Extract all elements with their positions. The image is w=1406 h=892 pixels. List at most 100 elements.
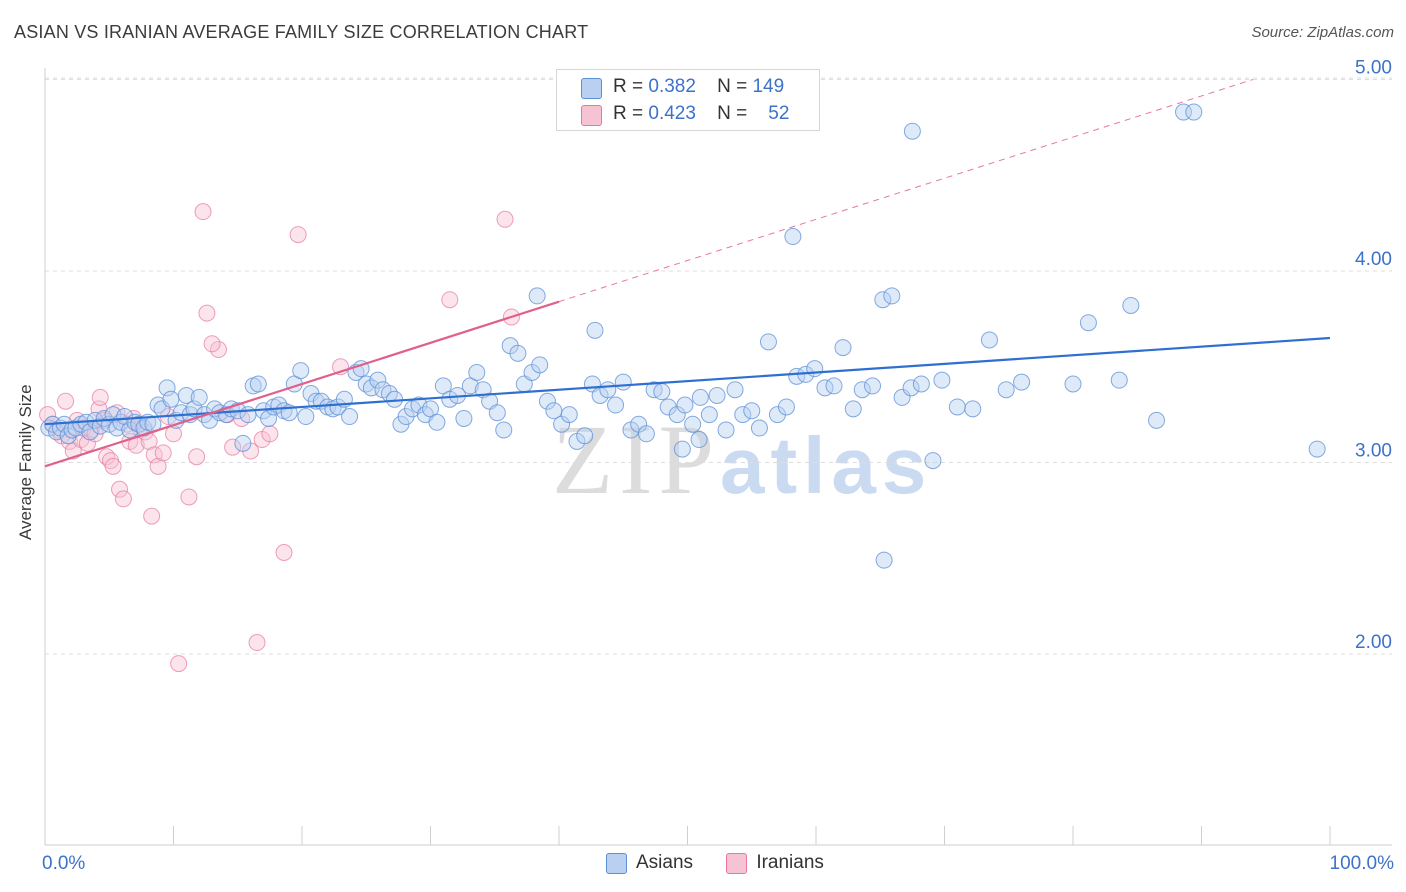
legend-item-asians[interactable]: Asians	[606, 852, 693, 874]
asians-point	[158, 379, 176, 397]
iranians-point	[194, 203, 212, 221]
asians-point	[853, 381, 871, 399]
asians-point	[964, 400, 982, 418]
asians-point	[297, 408, 315, 426]
x-tick-label: 0.0%	[42, 853, 85, 874]
iranians-point	[275, 544, 293, 562]
asians-point	[653, 383, 671, 401]
asians-point	[708, 386, 726, 404]
chart-title: ASIAN VS IRANIAN AVERAGE FAMILY SIZE COR…	[14, 22, 589, 42]
asians-point	[893, 388, 911, 406]
asians-point	[1013, 373, 1031, 391]
asians-point	[495, 421, 513, 439]
asians-point	[1122, 296, 1140, 314]
asians-point	[806, 360, 824, 378]
asians-points	[40, 103, 1326, 569]
asians-point	[1308, 440, 1326, 458]
asians-r-label: R =	[613, 76, 644, 97]
iranians-n-label: N =	[717, 103, 748, 124]
asians-point	[509, 344, 527, 362]
asians-point	[933, 371, 951, 389]
iranians-point	[188, 448, 206, 466]
iranians-point	[261, 425, 279, 443]
iranians-point	[248, 634, 266, 652]
asians-point	[1079, 314, 1097, 332]
x-tick-label: 100.0%	[1330, 853, 1395, 874]
source-label: Source: ZipAtlas.com	[1251, 24, 1394, 41]
asians-point	[673, 440, 691, 458]
series-legend: Asians Iranians	[606, 852, 852, 874]
asians-n-label: N =	[717, 76, 748, 97]
asians-point	[902, 379, 920, 397]
iranians-n-value: 52	[768, 103, 790, 124]
asians-point	[726, 381, 744, 399]
asians-point	[825, 377, 843, 395]
y-tick-label: 3.00	[1355, 441, 1392, 462]
iranians-point	[170, 655, 188, 673]
asians-point	[676, 396, 694, 414]
asians-point	[528, 287, 546, 305]
asians-point	[190, 388, 208, 406]
iranians-point	[441, 291, 459, 309]
asians-point	[239, 406, 257, 424]
correlation-legend: R = 0.382 N = 149 R = 0.423 N = 52	[556, 69, 820, 131]
asians-point	[162, 390, 180, 408]
asians-point	[531, 356, 549, 374]
asians-point	[576, 427, 594, 445]
asians-point	[1064, 375, 1082, 393]
asians-point	[1185, 103, 1203, 121]
asians-point	[249, 375, 267, 393]
asians-point	[759, 333, 777, 351]
gridlines	[45, 77, 1392, 655]
iranians-trendline-extension	[558, 79, 1254, 303]
asians-point	[1148, 411, 1166, 429]
iranians-legend-swatch	[726, 853, 748, 874]
asians-r-value: 0.382	[648, 76, 696, 97]
iranians-point	[104, 457, 122, 475]
asians-legend-label: Asians	[636, 852, 694, 873]
asians-point	[1110, 371, 1128, 389]
iranians-point	[496, 210, 514, 228]
asians-point	[980, 331, 998, 349]
iranians-point	[203, 335, 221, 353]
asians-point	[864, 377, 882, 395]
y-tick-label: 5.00	[1355, 58, 1392, 79]
asians-point	[455, 409, 473, 427]
asians-swatch	[581, 78, 602, 99]
trendlines	[44, 79, 1331, 468]
asians-point	[690, 431, 708, 449]
tick-labels: 2.00 3.00 4.00 5.00 0.0% 100.0%	[42, 58, 1394, 875]
asians-point	[784, 228, 802, 246]
asians-point	[844, 400, 862, 418]
asians-point	[743, 402, 761, 420]
asians-point	[560, 406, 578, 424]
iranians-r-value: 0.423	[648, 103, 696, 124]
y-tick-label: 2.00	[1355, 632, 1392, 653]
asians-point	[834, 339, 852, 357]
asians-point	[428, 413, 446, 431]
iranians-point	[111, 480, 129, 498]
iranians-point	[198, 304, 216, 322]
iranians-point	[57, 392, 75, 410]
iranians-point	[289, 226, 307, 244]
asians-point	[607, 396, 625, 414]
legend-item-iranians[interactable]: Iranians	[726, 852, 824, 874]
asians-point	[1175, 103, 1193, 121]
asians-point	[468, 363, 486, 381]
asians-point	[586, 321, 604, 339]
iranians-point	[114, 490, 132, 508]
y-tick-label: 4.00	[1355, 249, 1392, 270]
axes	[44, 68, 1392, 846]
asians-point	[441, 390, 459, 408]
iranians-point	[39, 406, 57, 424]
asians-trendline	[44, 336, 1331, 426]
asians-point	[637, 425, 655, 443]
asians-point	[488, 404, 506, 422]
iranians-legend-label: Iranians	[756, 852, 824, 873]
asians-point	[177, 386, 195, 404]
asians-legend-swatch	[606, 853, 627, 874]
asians-point	[599, 381, 617, 399]
asians-point	[903, 122, 921, 140]
iranians-point	[154, 444, 172, 462]
iranians-point	[180, 488, 198, 506]
